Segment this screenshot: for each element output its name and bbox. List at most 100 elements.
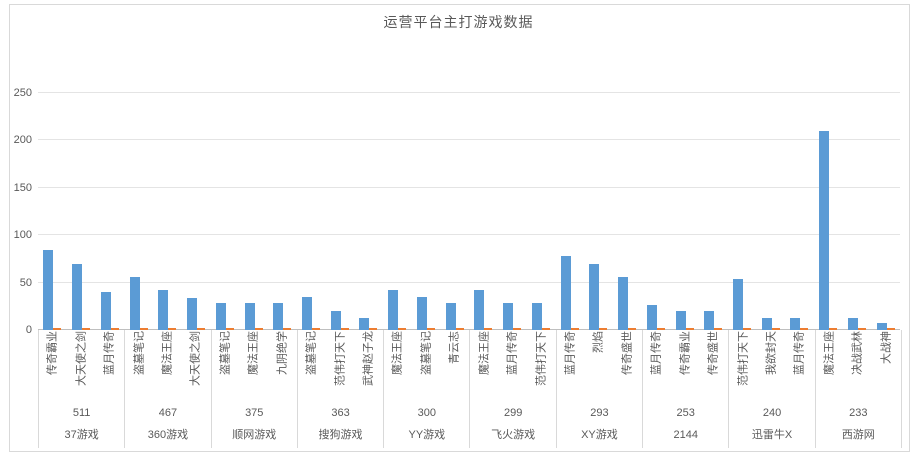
- game-label-slot: 烈焰: [585, 330, 613, 402]
- y-tick-label: 250: [13, 87, 32, 99]
- platform-total: 363: [331, 407, 350, 419]
- game-label-slot: 决战武林: [844, 330, 872, 402]
- game-labels-row: 魔法王座 盗墓笔记 青云志: [384, 330, 469, 402]
- platform-total: 300: [417, 407, 437, 419]
- game-label-slot: 魔法王座: [470, 330, 498, 402]
- bar-primary: [589, 263, 600, 330]
- bar-primary: [244, 303, 255, 330]
- bar-slot: [95, 93, 124, 330]
- category-axis: 传奇霸业 大天使之剑 蓝月传奇 511 37游戏 盗墓笔记 魔法王座 大天使之剑 467 360游…: [38, 330, 902, 448]
- bar-primary: [301, 296, 312, 330]
- game-labels-row: 蓝月传奇 传奇霸业 传奇盛世: [643, 330, 728, 402]
- bar-slot: [268, 93, 297, 330]
- game-label: 蓝月传奇: [103, 331, 116, 375]
- bar-group: [38, 93, 124, 330]
- platform-label: XY游戏: [581, 429, 618, 441]
- bar-primary: [732, 278, 743, 330]
- game-label-slot: 青云志: [441, 330, 469, 402]
- game-label-slot: 蓝月传奇: [643, 330, 671, 402]
- bar-primary: [43, 250, 54, 330]
- game-label: 传奇霸业: [46, 331, 59, 375]
- game-label-slot: 范伟打天下: [326, 330, 354, 402]
- bar-secondary: [455, 328, 464, 330]
- bar-secondary: [254, 328, 263, 330]
- bar-slot: [613, 93, 642, 330]
- platform-label: 360游戏: [147, 429, 189, 441]
- bar-secondary: [829, 328, 838, 330]
- bar-slot: [814, 93, 843, 330]
- x-axis-line: [38, 329, 900, 330]
- bar-secondary: [742, 328, 751, 330]
- bar-slot: [383, 93, 412, 330]
- category-group: 盗墓笔记 范伟打天下 武神赵子龙 363 搜狗游戏: [298, 330, 385, 448]
- chart-border: [9, 4, 910, 452]
- bar-secondary: [857, 328, 866, 330]
- game-label-slot: 传奇盛世: [700, 330, 728, 402]
- bar-secondary: [168, 328, 177, 330]
- bar-secondary: [484, 328, 493, 330]
- game-labels-row: 范伟打天下 我欲封天 蓝月传奇: [729, 330, 814, 402]
- bar-secondary: [225, 328, 234, 330]
- bar-primary: [158, 290, 169, 330]
- game-label: 范伟打天下: [535, 331, 548, 386]
- bar-primary: [129, 276, 140, 330]
- chart-title: 运营平台主打游戏数据: [383, 14, 534, 30]
- bar-primary: [876, 323, 887, 330]
- bar-secondary: [771, 328, 780, 330]
- gridline: [38, 281, 900, 283]
- game-label-slot: 传奇盛世: [614, 330, 642, 402]
- bar-primary: [273, 303, 284, 330]
- bar-secondary: [82, 328, 91, 330]
- platform-label: 迅雷牛X: [751, 429, 793, 441]
- bar-primary: [474, 290, 485, 330]
- game-label: 青云志: [448, 331, 461, 364]
- game-label: 蓝月传奇: [650, 331, 663, 375]
- game-label-slot: 蓝月传奇: [786, 330, 814, 402]
- platform-label: YY游戏: [408, 429, 446, 441]
- bar-primary: [503, 303, 514, 330]
- bar-primary: [330, 311, 341, 330]
- game-label-slot: 魔法王座: [816, 330, 844, 402]
- game-label-slot: 魔法王座: [154, 330, 182, 402]
- bar-secondary: [369, 328, 378, 330]
- gridline: [38, 234, 900, 236]
- bar-slot: [354, 93, 383, 330]
- y-tick-label: 50: [19, 276, 32, 289]
- bar-primary: [819, 130, 830, 330]
- bar-slot: [67, 93, 96, 330]
- bar-slot: [440, 93, 469, 330]
- bar-slot: [699, 93, 728, 330]
- bar-group: [383, 93, 469, 330]
- game-label: 传奇盛世: [707, 331, 720, 375]
- bar-group: [297, 93, 383, 330]
- game-label: 大战神: [880, 331, 893, 364]
- bar-secondary: [570, 328, 579, 330]
- y-tick-label: 100: [13, 229, 32, 242]
- bar-slot: [843, 93, 872, 330]
- game-label-slot: 盗墓笔记: [125, 330, 153, 402]
- game-label-slot: 大天使之剑: [182, 330, 210, 402]
- category-group: 盗墓笔记 魔法王座 九阴绝学 375 顺网游戏: [212, 330, 298, 448]
- y-tick-label: 0: [25, 324, 32, 336]
- game-label: 传奇盛世: [621, 331, 634, 375]
- game-label: 盗墓笔记: [133, 331, 146, 375]
- game-label: 魔法王座: [161, 331, 174, 375]
- game-label: 烈焰: [592, 331, 605, 353]
- bar-secondary: [656, 328, 665, 330]
- bar-group: [728, 93, 814, 330]
- game-label: 决战武林: [851, 331, 864, 375]
- plot-area: [38, 92, 900, 330]
- gridline: [38, 186, 900, 188]
- bar-slot: [584, 93, 613, 330]
- bar-secondary: [714, 328, 723, 330]
- bar-slot: [124, 93, 153, 330]
- game-label-slot: 我欲封天: [758, 330, 786, 402]
- bar-primary: [790, 317, 801, 330]
- game-labels-row: 盗墓笔记 魔法王座 九阴绝学: [212, 330, 297, 402]
- game-label: 传奇霸业: [679, 331, 692, 375]
- game-label: 魔法王座: [823, 331, 836, 375]
- game-labels-row: 传奇霸业 大天使之剑 蓝月传奇: [39, 330, 124, 402]
- platform-label: 飞火游戏: [491, 429, 536, 441]
- bar-slot: [498, 93, 527, 330]
- game-label-slot: 传奇霸业: [39, 330, 67, 402]
